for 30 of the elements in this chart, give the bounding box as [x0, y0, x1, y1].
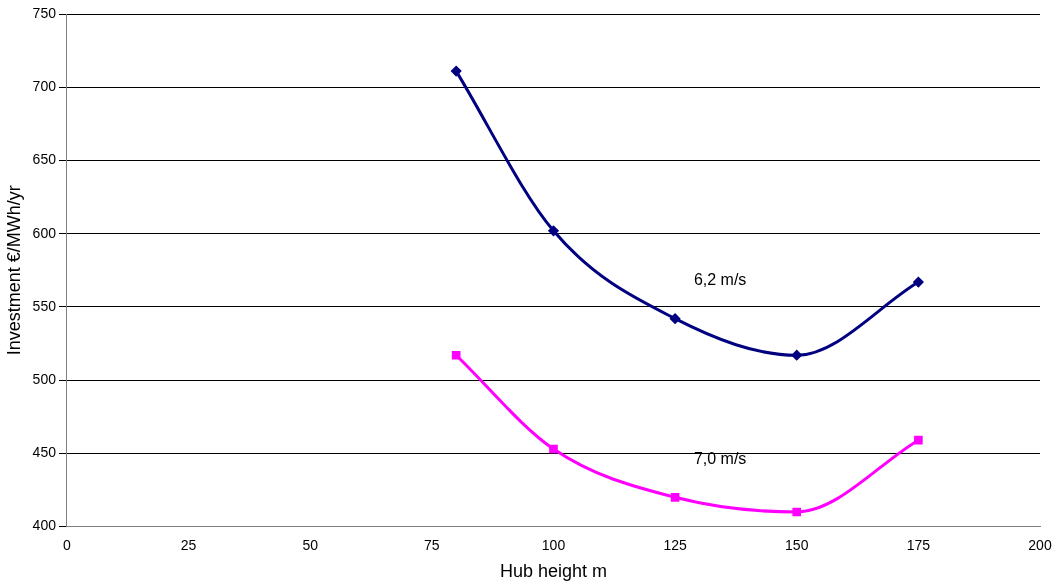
y-tick-label: 650	[32, 151, 57, 168]
x-tick-label: 100	[541, 536, 566, 553]
x-tick-label: 175	[906, 536, 931, 553]
y-tick-label: 400	[32, 517, 57, 534]
x-tick-label: 200	[1028, 536, 1052, 553]
point	[670, 313, 681, 324]
y-tick-label: 500	[32, 371, 57, 387]
x-tick-label: 0	[63, 536, 72, 553]
y-axis-title: Investment €/MWh/yr	[3, 185, 24, 356]
point	[914, 435, 923, 445]
point	[913, 277, 924, 288]
x-axis-title: Hub height m	[499, 561, 608, 582]
y-tick-label: 450	[32, 444, 57, 461]
point	[792, 507, 802, 517]
point	[791, 350, 802, 361]
text: 6,2 m/s	[693, 271, 747, 289]
point	[670, 492, 680, 502]
x-tick-label: 150	[785, 536, 809, 553]
x-tick-label: 125	[663, 536, 687, 553]
x-tick-label: 25	[180, 536, 197, 553]
point	[451, 350, 461, 360]
y-tick-label: 600	[32, 224, 57, 241]
x-tick-label: 50	[302, 536, 319, 553]
y-tick-label: 750	[32, 4, 57, 21]
point	[548, 225, 559, 236]
y-tick-label: 700	[32, 78, 57, 95]
y-tick-label: 550	[32, 297, 57, 314]
point	[451, 66, 462, 77]
point	[549, 444, 558, 454]
x-tick-label: 75	[424, 536, 440, 553]
